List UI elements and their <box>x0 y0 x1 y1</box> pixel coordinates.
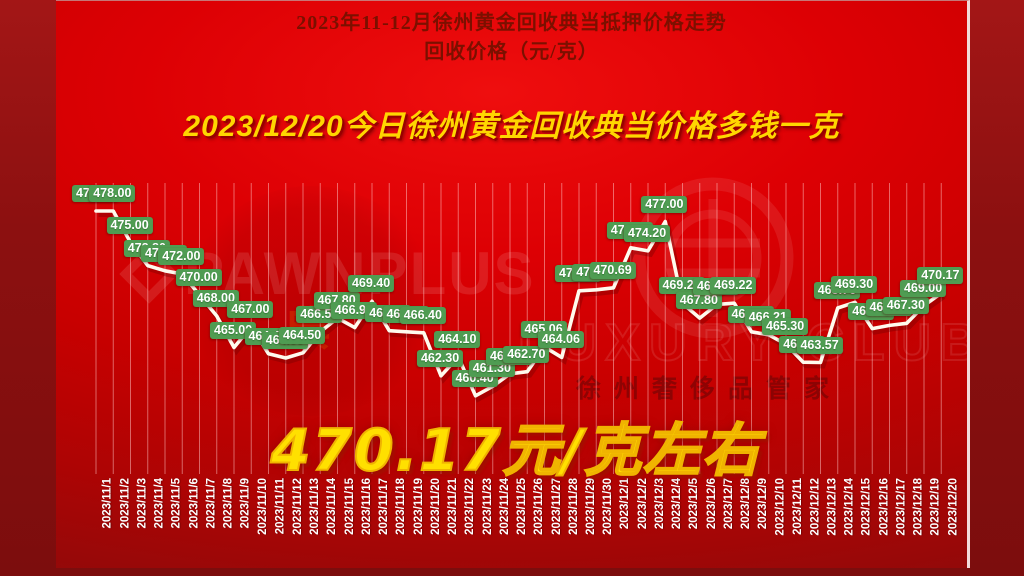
data-label: 469.22 <box>710 277 757 295</box>
data-label: 472.00 <box>158 248 205 265</box>
data-label: 464.10 <box>434 330 481 348</box>
x-axis-label: 2023/12/18 <box>912 478 925 536</box>
club-watermark: LUXURY CLUB <box>517 313 970 373</box>
x-axis-label: 2023/11/3 <box>136 478 149 529</box>
data-label: 475.00 <box>106 216 153 234</box>
poster-slide: 2023年11-12月徐州黄金回收典当抵押价格走势 回收价格（元/克） 2023… <box>56 0 970 568</box>
data-label: 465.30 <box>761 318 809 336</box>
x-axis-label: 2023/11/4 <box>153 478 166 529</box>
price-highlight: 470.17元/克左右 <box>270 417 762 485</box>
x-axis-label: 2023/12/19 <box>930 478 942 536</box>
x-axis-label: 2023/12/20 <box>947 478 960 536</box>
x-axis-label: 2023/12/14 <box>843 478 856 536</box>
data-label: 469.40 <box>347 275 395 293</box>
x-axis-label: 2023/12/15 <box>861 478 873 536</box>
data-label: 462.70 <box>503 345 550 363</box>
chart-title-line2: 回收价格（元/克） <box>424 41 599 63</box>
data-label: 469.30 <box>830 276 878 294</box>
chart-title-line1: 2023年11-12月徐州黄金回收典当抵押价格走势 <box>296 12 727 34</box>
price-line <box>94 209 944 398</box>
data-label: 467.30 <box>882 297 929 315</box>
data-label: 477.00 <box>641 195 688 213</box>
x-axis-label: 2023/11/2 <box>119 478 132 529</box>
price-line-chart: 478.00478.00475.00472.80472.30472.00470.… <box>56 1 967 568</box>
data-label: 467.00 <box>227 300 274 318</box>
x-axis-label: 2023/11/5 <box>171 478 183 529</box>
circle-emblem-icon <box>628 173 798 348</box>
data-label: 470.00 <box>175 269 222 286</box>
chinese-watermark: 徐州奢侈品管家 <box>576 375 843 403</box>
data-label: 478.00 <box>89 185 136 202</box>
x-axis-label: 2023/12/17 <box>895 478 908 536</box>
x-axis-label: 2023/12/16 <box>878 478 891 536</box>
data-label: 464.06 <box>537 331 584 349</box>
data-label: 463.57 <box>796 336 843 354</box>
subtitle-banner: 2023/12/20今日徐州黄金回收典当价格多钱一克 <box>183 110 840 143</box>
data-label: 470.17 <box>917 267 964 285</box>
data-label: 467.80 <box>675 292 722 310</box>
data-label: 464.50 <box>278 326 326 344</box>
data-label: 474.20 <box>623 224 671 242</box>
data-label: 462.30 <box>416 349 464 367</box>
x-axis-label: 2023/11/1 <box>102 478 114 529</box>
chart-title: 2023年11-12月徐州黄金回收典当抵押价格走势 回收价格（元/克） <box>56 9 967 67</box>
data-label: 466.40 <box>399 306 446 324</box>
data-label: 470.69 <box>589 261 636 279</box>
